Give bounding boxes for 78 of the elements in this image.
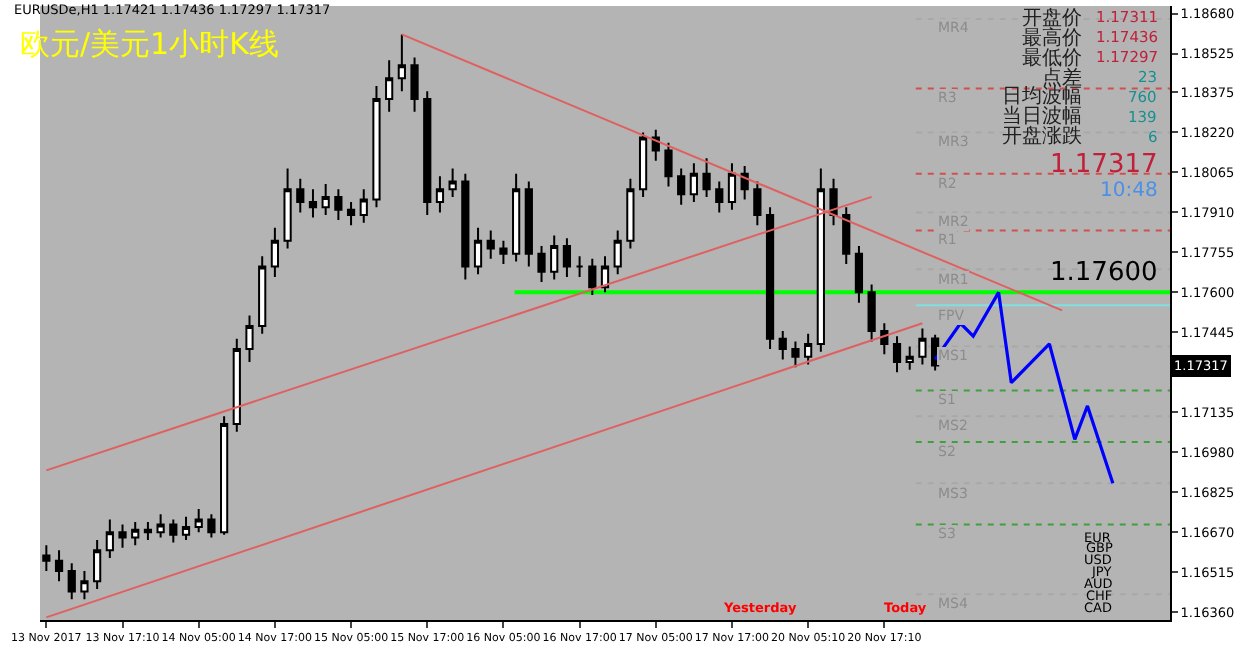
candlestick: [600, 255, 610, 294]
candlestick: [423, 90, 432, 216]
candlestick: [524, 180, 533, 268]
candlestick: [245, 314, 254, 364]
text: 欧元/美元1小时K线: [20, 26, 279, 62]
candlestick: [156, 513, 165, 539]
candlestick: [461, 172, 470, 281]
candlestick: [689, 162, 698, 204]
candlestick: [486, 229, 495, 260]
candlestick: [715, 180, 724, 214]
candlestick: [575, 255, 584, 278]
candlestick: [93, 539, 102, 591]
candlestick: [765, 206, 775, 351]
candlestick: [105, 518, 114, 560]
candlestick: [842, 206, 851, 265]
candlestick: [664, 141, 673, 188]
candlestick: [867, 283, 876, 343]
candlestick: [448, 167, 457, 198]
candlestick: [816, 167, 825, 353]
annotation: 开盘涨跌: [1002, 124, 1082, 148]
annotation: 当日波幅: [1002, 104, 1082, 128]
candlestick: [512, 172, 521, 263]
candlestick: [169, 518, 178, 544]
candlestick: [80, 569, 89, 601]
candlestick: [854, 244, 864, 304]
candlestick: [638, 131, 648, 198]
candlestick: [131, 520, 140, 547]
candlestick: [397, 33, 406, 93]
candlestick: [296, 177, 305, 214]
candlestick: [804, 332, 813, 366]
candlestick: [702, 157, 711, 198]
candlestick: [626, 177, 635, 250]
candlestick: [905, 345, 914, 371]
candlestick: [778, 330, 787, 361]
candlestick: [258, 255, 267, 335]
candlestick: [118, 523, 127, 549]
candlestick: [435, 175, 445, 214]
candlestick: [473, 226, 483, 276]
annotation: 日均波幅: [1002, 84, 1082, 108]
annotation: 最低价: [1022, 46, 1082, 70]
line-series: [933, 290, 1115, 485]
candlestick: [550, 234, 559, 281]
annotation: 开盘价: [1022, 6, 1082, 30]
candlestick: [677, 167, 686, 206]
candlestick: [232, 337, 241, 433]
candlestick: [727, 162, 737, 211]
candlestick: [562, 237, 572, 278]
candlestick: [410, 56, 419, 113]
candlestick: [537, 244, 546, 284]
candlestick: [321, 183, 330, 216]
candlestick: [892, 335, 902, 374]
candlestick: [67, 562, 76, 601]
candlestick: [499, 239, 508, 265]
candlestick: [220, 415, 229, 536]
candlestick: [385, 59, 394, 113]
candlestick: [181, 515, 191, 542]
candlestick: [791, 340, 800, 369]
annotation: 1.17317: [1050, 150, 1158, 180]
candlestick: [270, 226, 279, 278]
candlestick: [588, 257, 597, 296]
candlestick: [207, 513, 216, 539]
candlestick: [334, 188, 343, 222]
candlestick: [753, 180, 762, 227]
candlestick: [359, 188, 368, 224]
annotation: 10:48: [1100, 180, 1158, 202]
candlestick: [613, 229, 622, 276]
candlestick: [143, 520, 153, 542]
candlestick: [372, 84, 381, 209]
candlestick: [880, 322, 889, 356]
candlestick: [194, 508, 203, 534]
candlestick: [308, 188, 318, 219]
candlestick: [42, 544, 51, 572]
candlestick: [346, 201, 356, 227]
candlestick: [283, 167, 292, 250]
candlestick: [918, 327, 927, 366]
ref-line-label: 1.17600: [1050, 258, 1158, 288]
annotation: 最高价: [1022, 26, 1082, 50]
candlestick: [54, 549, 64, 583]
